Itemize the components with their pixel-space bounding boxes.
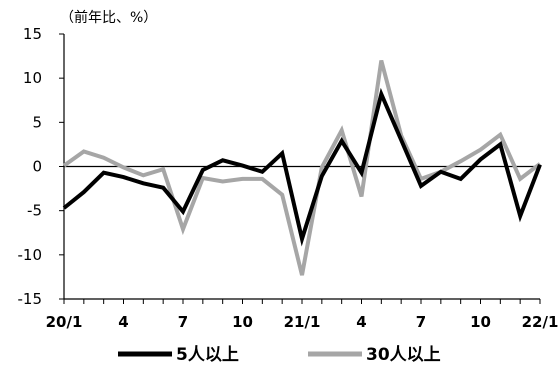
legend-label-0: 5人以上 [176,345,239,364]
x-tick-label: 10 [232,313,253,331]
y-tick-label: 15 [23,25,42,43]
x-tick-label: 10 [470,313,491,331]
legend-label-1: 30人以上 [366,345,441,364]
legend: 5人以上 30人以上 [118,345,441,365]
series-line-1 [62,59,542,276]
y-tick-label: -15 [18,290,43,308]
y-tick-label: 5 [32,113,42,131]
y-tick-label: 0 [32,158,42,176]
series-lines [62,59,542,276]
x-tick-label: 4 [356,313,366,331]
x-tick-label: 20/1 [46,313,83,331]
x-tick-label: 22/1 [522,313,559,331]
y-tick-label: -10 [18,246,43,264]
unit-label: （前年比、%） [60,9,157,26]
series-line-0 [62,87,542,247]
axes [59,33,541,304]
x-tick-label: 21/1 [284,313,321,331]
y-tick-label: -5 [27,202,42,220]
x-tick-label: 7 [416,313,426,331]
y-tick-label: 10 [23,69,42,87]
x-tick-label: 7 [178,313,188,331]
x-tick-label: 4 [118,313,128,331]
